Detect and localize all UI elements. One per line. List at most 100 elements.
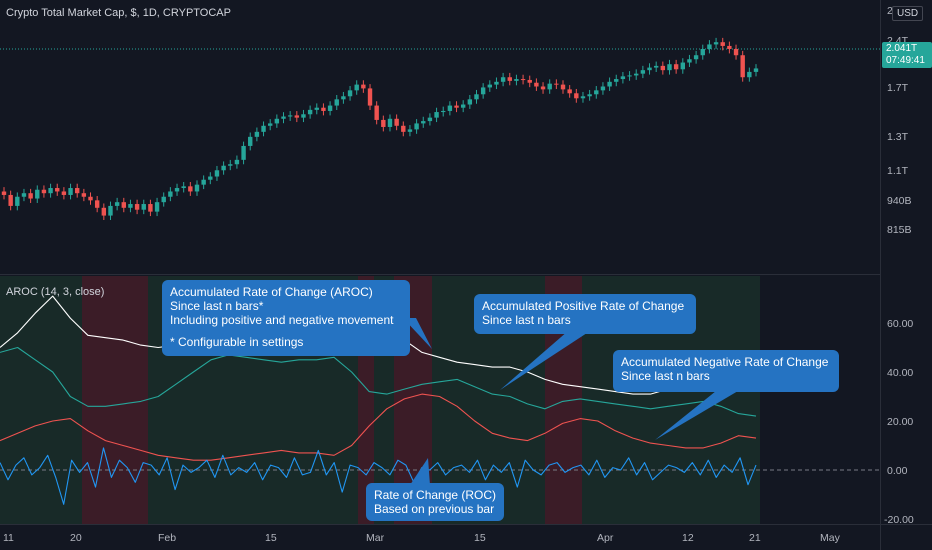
candle-body	[434, 112, 439, 118]
candle-body	[88, 196, 93, 201]
roc-line	[0, 447, 757, 505]
candle-body	[181, 186, 186, 189]
candle-body	[567, 89, 572, 94]
candle-body	[554, 83, 559, 85]
candle-body	[574, 93, 579, 99]
candle-body	[121, 202, 126, 208]
currency-button[interactable]: USD	[892, 6, 924, 21]
candle-body	[594, 90, 599, 95]
candle-body	[640, 70, 646, 74]
candle-body	[287, 115, 293, 117]
candle-body	[480, 87, 486, 95]
candle-body	[733, 48, 739, 56]
price-axis-label: 940B	[887, 195, 912, 207]
candle-body	[347, 90, 353, 97]
candle-body	[55, 188, 60, 192]
current-price-badge: 2.041T 07:49:41	[882, 42, 932, 68]
candlestick-series	[1, 37, 759, 221]
indicator-axis-label: -20.00	[884, 514, 914, 526]
candle-body	[114, 202, 120, 206]
candle-body	[487, 84, 493, 88]
candle-body	[21, 193, 27, 197]
callout-line: Including positive and negative movement	[170, 313, 394, 327]
positive-roc-line	[0, 346, 757, 417]
time-axis-label: Feb	[158, 532, 176, 544]
time-axis-label: Mar	[366, 532, 385, 544]
indicator-axis-label: 60.00	[887, 318, 913, 330]
countdown-value: 07:49:41	[886, 55, 925, 66]
current-price-value: 2.041T	[886, 43, 918, 54]
candle-body	[201, 179, 206, 185]
candle-body	[35, 189, 40, 199]
candle-body	[387, 118, 393, 127]
candle-body	[354, 84, 359, 91]
indicator-axis[interactable]: 60.00 40.00 20.00 0.00 -20.00	[884, 318, 914, 526]
candle-body	[168, 191, 173, 197]
candle-body	[740, 55, 745, 78]
candle-body	[334, 99, 339, 106]
candle-body	[374, 105, 379, 120]
candle-body	[314, 107, 319, 110]
callout-negative[interactable]: Accumulated Negative Rate of Change Sinc…	[613, 350, 839, 392]
candle-body	[1, 191, 7, 195]
candle-body	[587, 94, 592, 97]
candle-body	[48, 188, 53, 194]
candle-body	[414, 123, 419, 130]
candle-body	[534, 82, 539, 87]
callout-line: Since last n bars*	[170, 299, 264, 313]
candle-body	[700, 48, 705, 56]
candle-body	[394, 118, 399, 126]
time-axis[interactable]: 11 20 Feb 15 Mar 15 Apr 12 21 May	[3, 532, 841, 544]
candle-body	[634, 73, 639, 76]
candle-body	[627, 75, 632, 77]
candle-body	[294, 115, 300, 118]
time-axis-label: 15	[265, 532, 277, 544]
candle-body	[407, 129, 413, 132]
candle-body	[221, 165, 226, 171]
callout-pointer-roc	[410, 458, 430, 485]
candle-body	[174, 188, 180, 192]
candle-body	[614, 79, 619, 82]
background-region	[82, 276, 122, 524]
price-axis-label: 1.1T	[887, 165, 909, 177]
price-axis[interactable]: 2 2.4T 1.7T 1.3T 1.1T 940B 815B	[887, 5, 912, 236]
candle-body	[687, 59, 692, 63]
callout-positive[interactable]: Accumulated Positive Rate of Change Sinc…	[474, 294, 696, 334]
callout-pointer-aroc	[403, 318, 432, 349]
price-axis-label: 815B	[887, 224, 912, 236]
candle-body	[161, 196, 166, 203]
candle-body	[600, 86, 606, 91]
candle-body	[281, 116, 286, 119]
candle-body	[214, 170, 220, 177]
candle-body	[367, 88, 373, 106]
candle-body	[707, 44, 712, 49]
candle-body	[507, 77, 512, 81]
candle-body	[401, 125, 406, 132]
time-axis-label: 21	[749, 532, 761, 544]
indicator-lines	[0, 295, 757, 505]
candle-body	[500, 77, 506, 82]
candle-body	[520, 79, 526, 81]
candle-body	[514, 79, 519, 81]
negative-roc-line	[0, 393, 757, 461]
candle-body	[134, 204, 140, 210]
candle-body	[194, 184, 200, 192]
callout-line: Based on previous bar	[374, 502, 495, 516]
candle-body	[540, 86, 546, 90]
candle-body	[653, 65, 659, 68]
candle-body	[321, 107, 326, 111]
candle-body	[713, 42, 719, 45]
candle-body	[607, 81, 612, 87]
candle-body	[234, 159, 240, 165]
callout-line: Accumulated Negative Rate of Change	[621, 355, 829, 369]
callout-roc[interactable]: Rate of Change (ROC) Based on previous b…	[366, 483, 504, 521]
candle-body	[8, 194, 13, 206]
candle-body	[141, 204, 146, 210]
candle-body	[128, 204, 133, 208]
candle-body	[460, 104, 466, 108]
callout-aroc[interactable]: Accumulated Rate of Change (AROC) Since …	[162, 280, 410, 356]
candle-body	[693, 55, 699, 60]
candle-body	[560, 84, 566, 90]
indicator-axis-label: 20.00	[887, 416, 913, 428]
